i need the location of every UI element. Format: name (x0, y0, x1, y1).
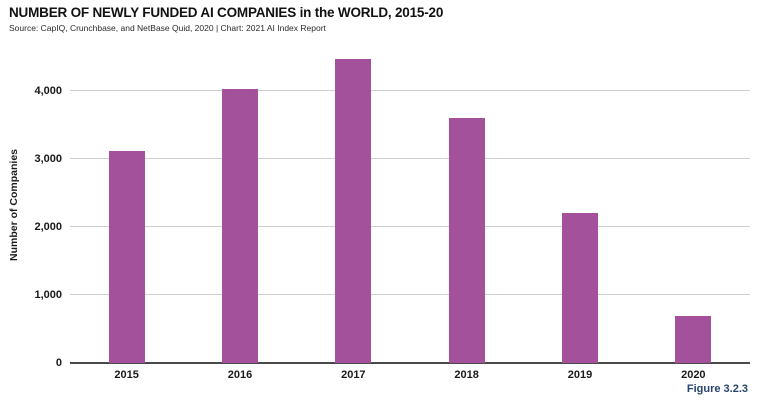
x-axis-line (70, 362, 750, 364)
x-tick-label-2017: 2017 (341, 369, 366, 381)
x-tick-label-2019: 2019 (567, 369, 593, 381)
bar-2018 (448, 118, 485, 363)
x-tick-label-2018: 2018 (454, 369, 479, 381)
bar-2015 (108, 151, 145, 363)
bar-2016 (222, 89, 258, 363)
source-caption: Source: CapIQ, Crunchbase, and NetBase Q… (9, 23, 326, 33)
gridline-4000 (70, 89, 750, 91)
y-tick-label-4000: 4,000 (34, 84, 62, 97)
gridline-2000 (70, 225, 750, 227)
bar-2020 (675, 316, 712, 363)
y-tick-label-2000: 2,000 (34, 220, 62, 233)
bar-2017 (335, 59, 372, 363)
gridline-1000 (70, 293, 750, 295)
gridline-3000 (70, 157, 750, 159)
page-title: NUMBER OF NEWLY FUNDED AI COMPANIES in t… (9, 5, 444, 20)
figure-number-label: Figure 3.2.3 (686, 383, 748, 395)
y-tick-label-1000: 1,000 (34, 288, 62, 301)
bar-2019 (562, 213, 598, 363)
y-tick-label-3000: 3,000 (34, 152, 62, 165)
x-tick-label-2020: 2020 (681, 369, 706, 381)
plot-area (70, 50, 750, 364)
x-tick-label-2015: 2015 (114, 369, 139, 381)
y-tick-label-0: 0 (55, 357, 62, 369)
x-tick-label-2016: 2016 (227, 369, 253, 381)
